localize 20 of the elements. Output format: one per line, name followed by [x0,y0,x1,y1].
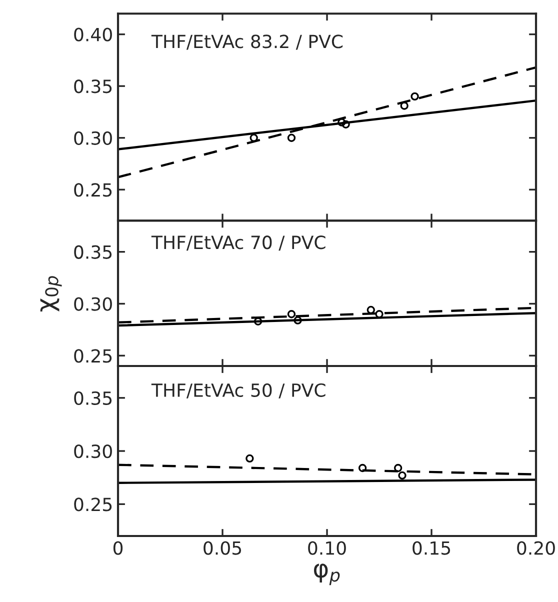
x-tick-label: 0.05 [204,541,242,555]
annotation: THF/EtVAc 50 / PVC [151,383,326,398]
x-tick-label: 0 [113,541,123,555]
x-tick-label: 0.15 [412,541,450,555]
y-tick-label: 0.30 [74,131,112,145]
y-tick-label: 0.25 [74,349,112,363]
y-tick-label: 0.30 [74,444,112,458]
y-tick-label: 0.40 [74,28,112,42]
y-tick-label: 0.25 [74,498,112,512]
x-tick-label: 0.20 [517,541,555,555]
y-tick-label: 0.35 [74,80,112,94]
y-tick-label: 0.35 [74,391,112,406]
x-tick-label: 0.10 [308,541,346,555]
annotation: THF/EtVAc 70 / PVC [151,236,326,251]
y-tick-label: 0.25 [74,183,112,197]
y-axis-title: χ$_{0p}$ [40,276,62,312]
y-tick-label: 0.30 [74,297,112,311]
annotation: THF/EtVAc 83.2 / PVC [151,34,343,50]
y-tick-label: 0.35 [74,245,112,259]
x-axis-title: φ$_{p}$ [314,564,340,586]
